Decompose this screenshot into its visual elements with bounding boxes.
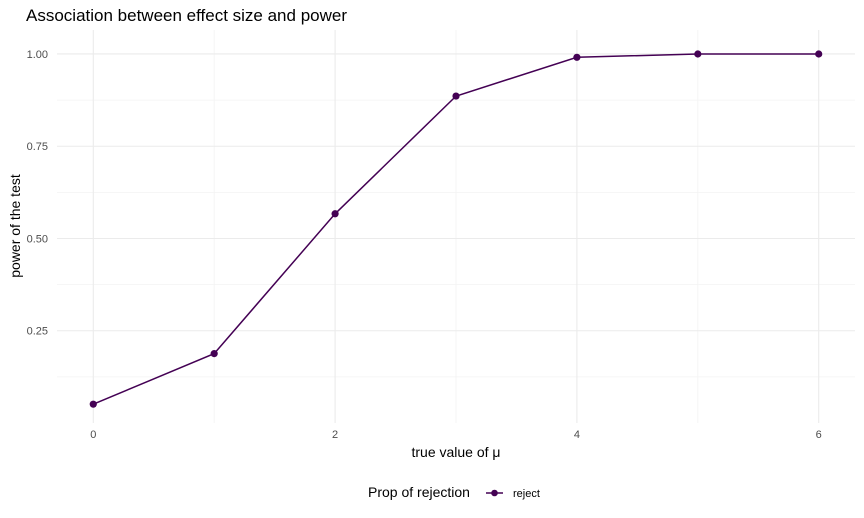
x-tick-label: 0 xyxy=(90,429,96,441)
y-axis-title: power of the test xyxy=(7,174,23,278)
data-point xyxy=(210,350,218,358)
legend: Prop of rejection reject xyxy=(368,484,540,500)
y-tick-label: 1.00 xyxy=(27,49,48,61)
data-point xyxy=(815,50,823,58)
y-tick-label: 0.25 xyxy=(27,326,48,338)
legend-label-reject: reject xyxy=(513,488,540,500)
y-tick-label: 0.75 xyxy=(27,141,48,153)
x-tick-label: 4 xyxy=(574,429,580,441)
data-point xyxy=(89,400,97,408)
legend-key-point xyxy=(491,489,498,497)
data-point xyxy=(694,50,702,58)
legend-title: Prop of rejection xyxy=(368,484,470,500)
y-tick-label: 0.50 xyxy=(27,233,48,245)
data-point xyxy=(573,53,581,61)
grid-minor-lines xyxy=(57,30,855,423)
legend-key xyxy=(486,489,503,497)
x-tick-label: 2 xyxy=(332,429,338,441)
y-axis-ticks: 0.25 0.50 0.75 1.00 xyxy=(27,49,48,338)
x-axis-title: true value of μ xyxy=(411,444,500,460)
x-axis-ticks: 0 2 4 6 xyxy=(90,429,822,441)
data-series xyxy=(89,50,823,408)
x-tick-label: 6 xyxy=(816,429,822,441)
chart-title: Association between effect size and powe… xyxy=(26,6,347,25)
data-point xyxy=(452,92,460,100)
data-point xyxy=(331,210,339,218)
